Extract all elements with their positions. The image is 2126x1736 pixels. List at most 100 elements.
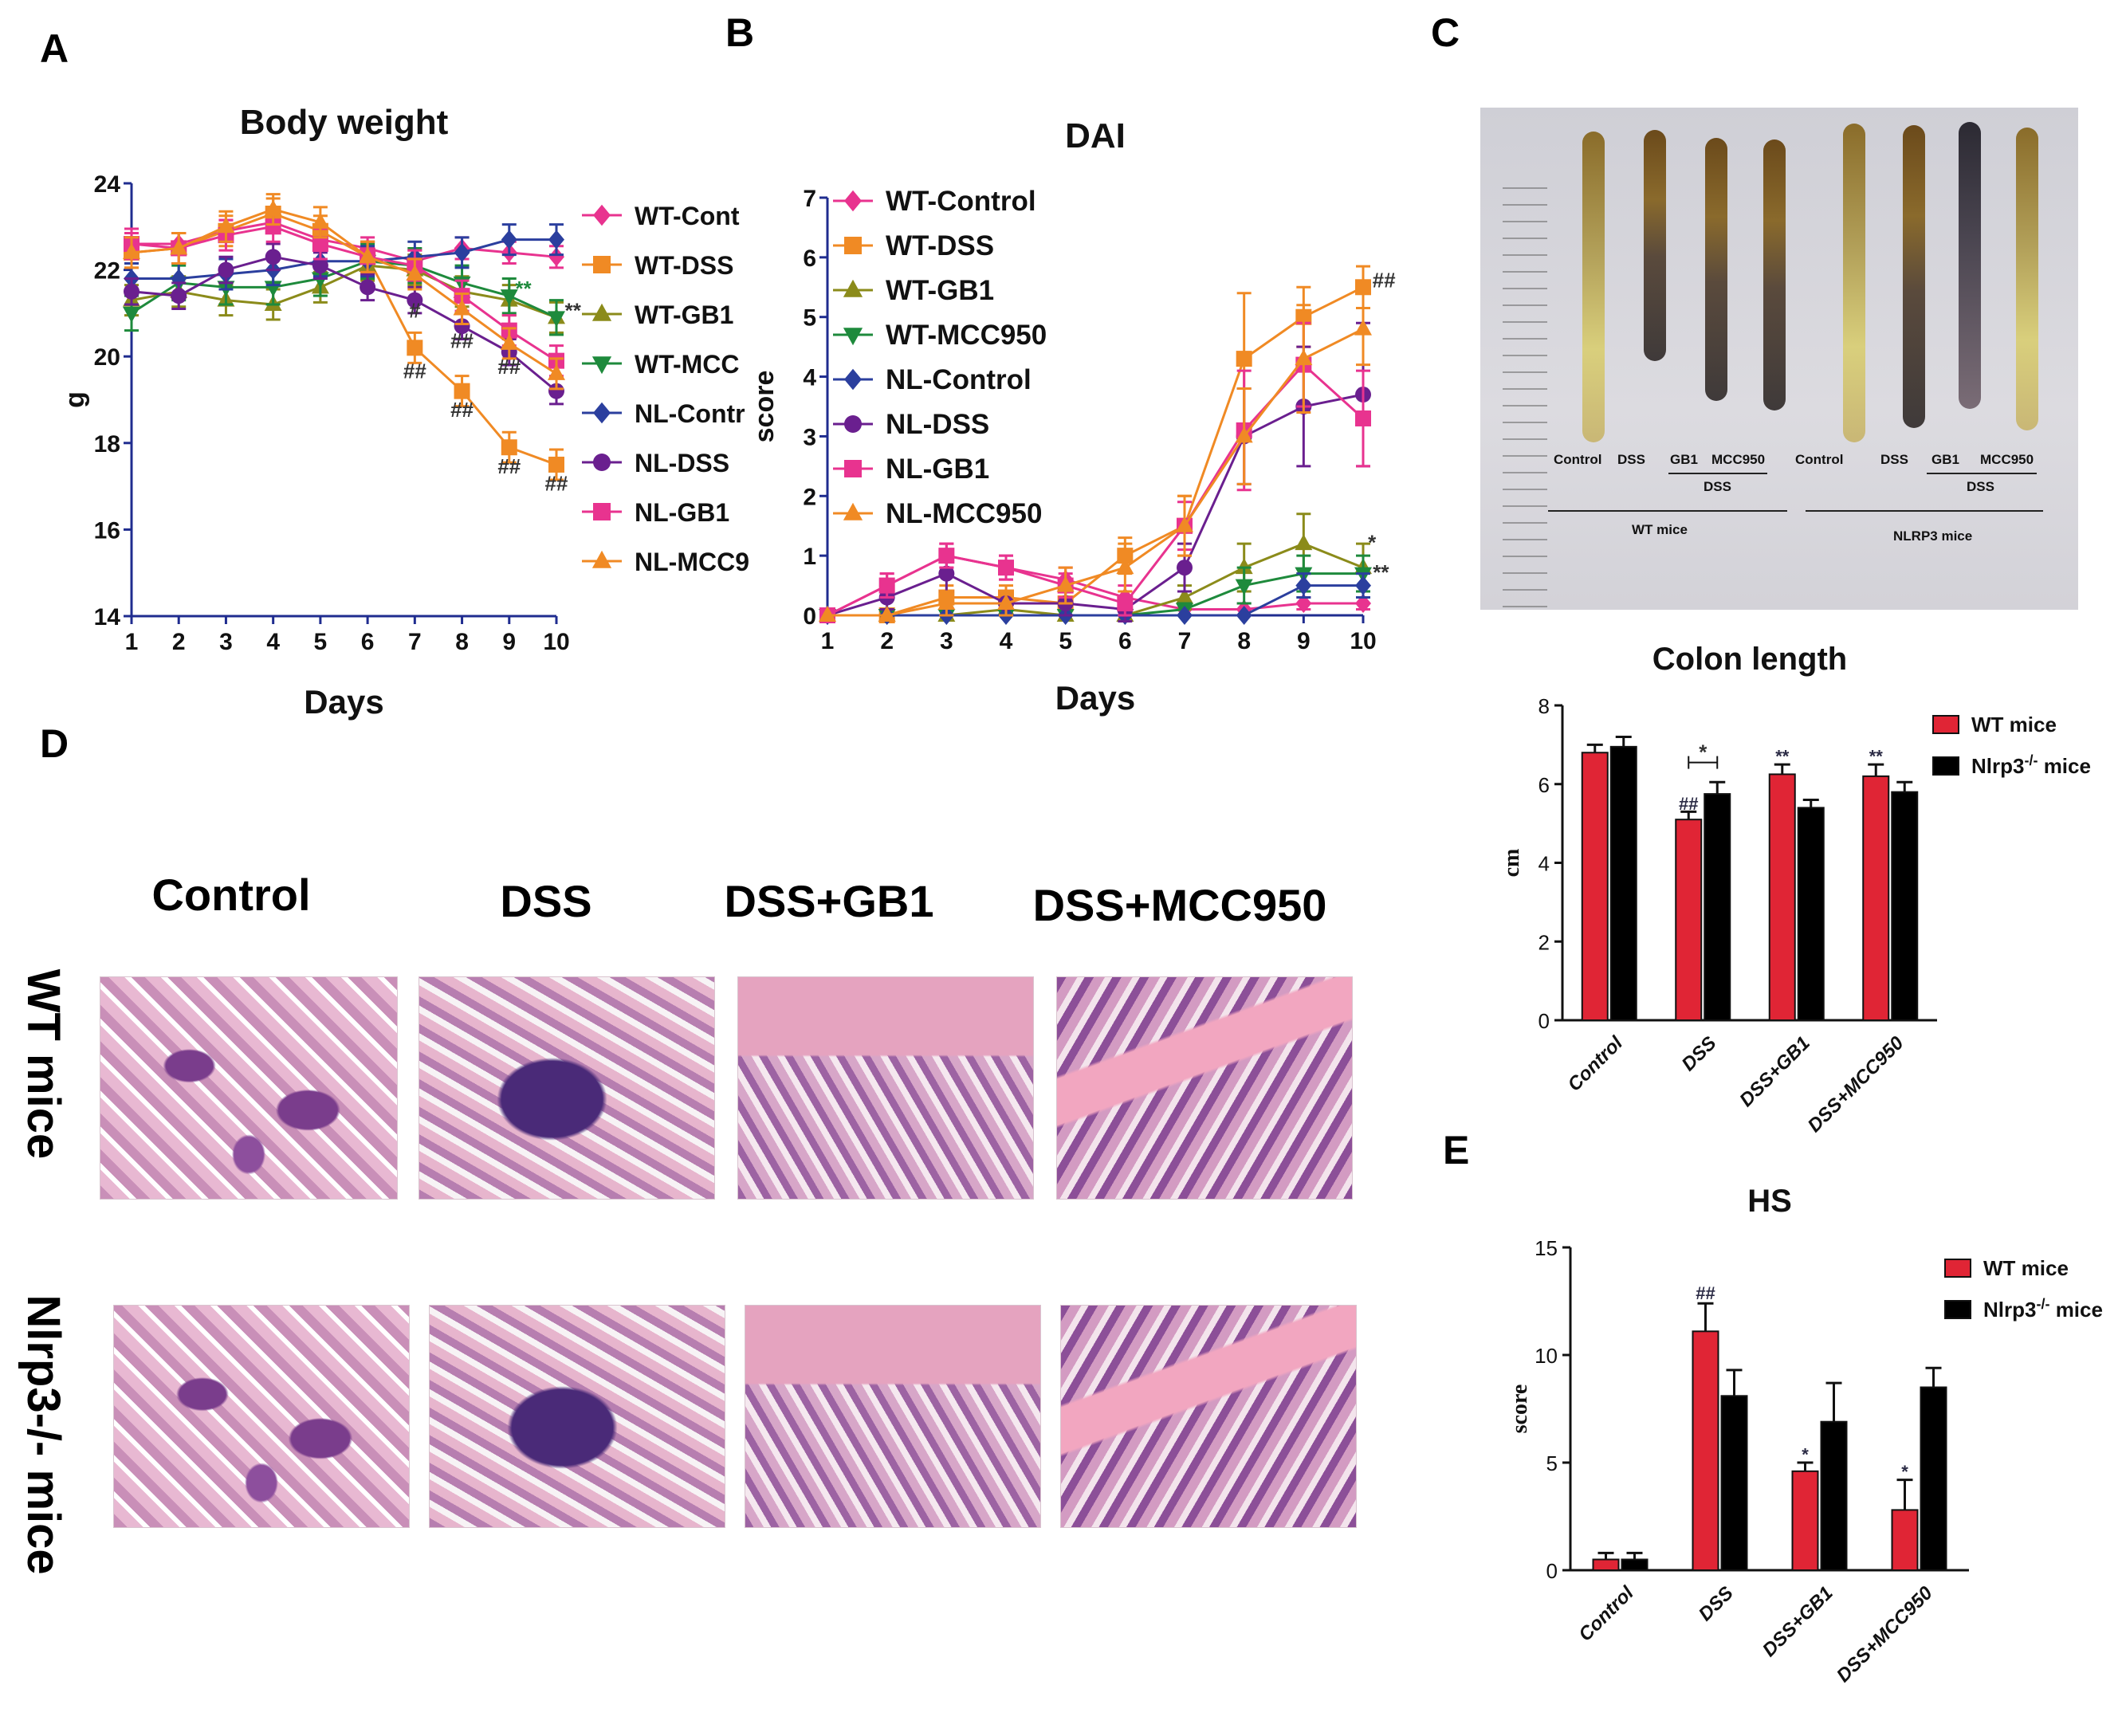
data-point [123, 306, 140, 323]
legend-marker [593, 454, 611, 471]
legend-marker [593, 256, 611, 273]
significance-annotation: * [1802, 1444, 1809, 1464]
legend-marker [844, 237, 862, 254]
data-point [1176, 516, 1193, 532]
y-axis-label: score [1507, 1384, 1532, 1434]
x-tick-label: 8 [1237, 628, 1251, 654]
y-axis-label: score [749, 371, 780, 443]
data-point [170, 238, 188, 255]
bar [1820, 1420, 1848, 1571]
bar [1675, 819, 1703, 1021]
legend-label: WT-GB1 [886, 275, 994, 306]
y-tick-label: 7 [803, 186, 816, 212]
legend-marker [843, 502, 863, 520]
significance-annotation: ## [497, 454, 521, 478]
colon-wt-mcc950 [1763, 139, 1786, 410]
data-point [123, 242, 140, 259]
y-tick-label: 22 [94, 258, 120, 285]
category-label: DSS [1677, 1032, 1720, 1075]
data-point [454, 242, 470, 262]
significance-annotation: ## [450, 328, 474, 352]
y-tick-label: 24 [94, 171, 121, 198]
legend-label: NL-MCC950 [886, 498, 1042, 529]
bar [1581, 752, 1609, 1021]
chart-title: HS [1747, 1184, 1792, 1219]
histology-wt-dss-gb1 [737, 976, 1034, 1200]
ruler [1503, 187, 1547, 610]
legend-label: NL-GB1 [635, 498, 729, 527]
significance-annotation: ## [497, 355, 521, 379]
histology-wt-dss [419, 976, 715, 1200]
legend-ko-suffix: mice [2038, 754, 2091, 778]
data-point [819, 606, 836, 622]
data-point [1355, 575, 1371, 595]
category-label: DSS+MCC950 [1833, 1582, 1937, 1687]
data-point [548, 247, 564, 267]
legend-marker [591, 550, 612, 568]
data-point [548, 456, 564, 473]
data-point [1354, 319, 1372, 336]
legend-label-wt: WT mice [1971, 713, 2057, 736]
series-line [131, 208, 557, 375]
hs-chart: 0 5 10 15 HS score Control DSS DSS+GB1DSS+MCC950… [1507, 1184, 2103, 1687]
legend-marker [844, 415, 862, 433]
bar [1704, 793, 1731, 1021]
chart-title: DAI [1065, 116, 1126, 155]
data-point [1235, 426, 1253, 443]
legend-label: WT-MCC950 [886, 320, 1047, 351]
significance-annotation: ## [1696, 1283, 1715, 1303]
data-point [1355, 279, 1371, 296]
y-tick-label: 2 [803, 484, 816, 510]
y-tick-label: 0 [1539, 1009, 1550, 1033]
histology-col-dss: DSS [500, 876, 591, 926]
data-point [1295, 349, 1313, 366]
x-tick-label: 1 [821, 628, 835, 654]
category-label: DSS+GB1 [1759, 1582, 1837, 1661]
x-tick-label: 1 [125, 629, 139, 655]
series-nl-control [819, 572, 1371, 625]
panel-label-e: E [1443, 1128, 1469, 1172]
data-point [407, 340, 423, 356]
y-tick-label: 0 [803, 603, 816, 630]
legend-ko-gene: Nlrp3 [1971, 754, 2024, 778]
data-point [1116, 558, 1134, 575]
y-tick-label: 10 [1535, 1344, 1558, 1368]
histology-col-control: Control [151, 870, 310, 920]
data-point [1177, 560, 1193, 576]
data-point [311, 212, 329, 229]
photo-dss-line-wt [1668, 473, 1767, 474]
series-line [827, 393, 1364, 617]
bar [1862, 775, 1890, 1021]
bar [1720, 1395, 1748, 1572]
bar-series-0 [1592, 1302, 1919, 1572]
data-point [407, 292, 423, 308]
category-label: Control [1574, 1581, 1638, 1645]
x-tick-label: 2 [880, 628, 894, 654]
histology-row-wt: WT mice [18, 969, 69, 1160]
data-point [938, 565, 955, 582]
legend-label: NL-DSS [635, 449, 729, 477]
y-tick-label: 15 [1535, 1236, 1558, 1260]
colon-nl-dss [1903, 125, 1925, 428]
series-line [827, 285, 1364, 617]
data-point [500, 333, 518, 350]
legend-marker [593, 204, 611, 226]
photo-group-dss-wt: DSS [1704, 479, 1731, 494]
data-point [548, 311, 565, 328]
photo-dss-line-nl [1927, 473, 2037, 474]
series-line [131, 212, 557, 466]
y-tick-label: 20 [94, 344, 120, 371]
legend-label: WT-Cont [635, 202, 740, 230]
y-tick-label: 4 [1539, 852, 1550, 876]
y-tick-label: 16 [94, 517, 120, 544]
data-point [997, 594, 1015, 611]
data-point [217, 217, 235, 234]
y-axis-label: g [60, 391, 90, 408]
x-tick-label: 3 [219, 629, 233, 655]
legend-ko-superscript: -/- [2024, 752, 2038, 768]
category-label: DSS+MCC950 [1804, 1032, 1908, 1137]
significance-annotation: ## [1373, 268, 1396, 292]
bar [1621, 1558, 1649, 1571]
series-line [132, 238, 556, 280]
